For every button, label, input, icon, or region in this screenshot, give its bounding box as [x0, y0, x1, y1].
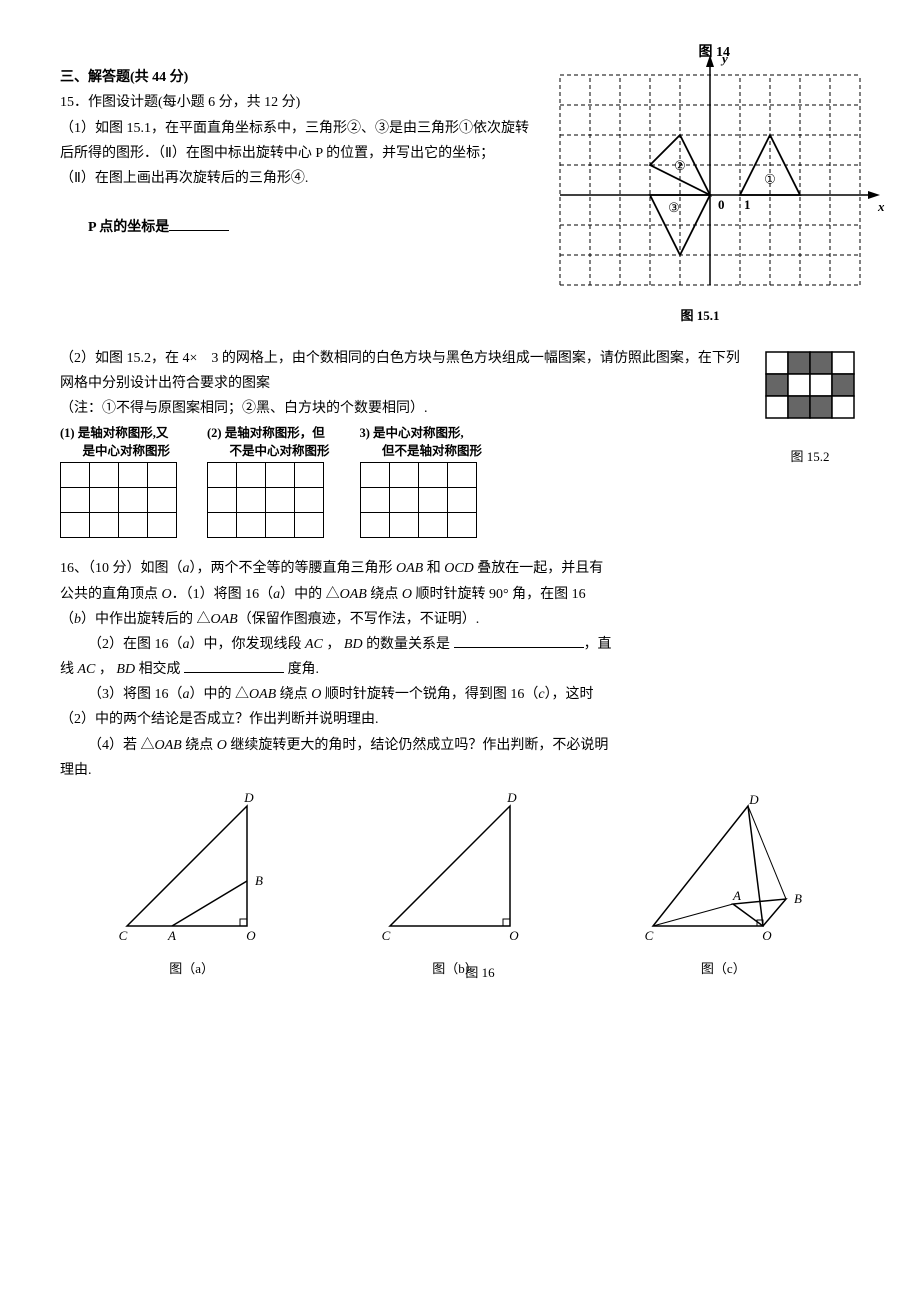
fig15-2-label: 图 15.2	[760, 445, 860, 468]
p-point-label: P 点的坐标是	[88, 220, 169, 235]
q16-line3: （b）中作出旋转后的 △OAB（保留作图痕迹，不写作法，不证明）.	[60, 607, 860, 632]
g3-cap1: 3) 是中心对称图形,	[360, 426, 464, 440]
grid1[interactable]	[60, 462, 177, 538]
svg-text:②: ②	[674, 158, 686, 173]
blank-angle[interactable]	[184, 658, 284, 673]
svg-text:C: C	[382, 928, 391, 943]
svg-text:B: B	[255, 873, 263, 888]
svg-text:y: y	[720, 51, 728, 66]
grid2[interactable]	[207, 462, 324, 538]
svg-text:0: 0	[718, 197, 725, 212]
svg-text:C: C	[118, 928, 127, 943]
grid2-block: (2) 是轴对称图形，但不是中心对称图形	[207, 425, 330, 538]
svg-text:C: C	[645, 928, 654, 943]
svg-text:x: x	[877, 199, 885, 214]
fig15-1-label: 图 15.1	[540, 304, 860, 327]
p-point-blank[interactable]	[169, 216, 229, 231]
svg-text:A: A	[167, 928, 176, 943]
svg-text:1: 1	[744, 197, 751, 212]
svg-text:A: A	[732, 888, 741, 903]
svg-text:①: ①	[764, 172, 776, 187]
grid1-block: (1) 是轴对称图形,又是中心对称图形	[60, 425, 177, 538]
q16-line9: 理由.	[60, 758, 860, 783]
figc-cap: 图（c）	[638, 957, 808, 980]
g2-cap1: (2) 是轴对称图形，但	[207, 426, 325, 440]
q15-p1: （1）如图 15.1，在平面直角坐标系中，三角形②、③是由三角形①依次旋转后所得…	[60, 116, 530, 166]
g3-cap2: 但不是轴对称图形	[360, 444, 483, 458]
pattern-sample: 图 15.2	[760, 346, 860, 469]
q15-p2: （Ⅱ）在图上画出再次旋转后的三角形④.	[60, 166, 530, 191]
q15-header: 15．作图设计题(每小题 6 分，共 12 分)	[60, 90, 530, 115]
q16-line2: 公共的直角顶点 O．（1）将图 16（a）中的 △OAB 绕点 O 顺时针旋转 …	[60, 582, 860, 607]
svg-text:O: O	[763, 928, 773, 943]
g1-cap2: 是中心对称图形	[60, 444, 170, 458]
blank-relation[interactable]	[454, 633, 584, 648]
q16-line6: （3）将图 16（a）中的 △OAB 绕点 O 顺时针旋转一个锐角，得到图 16…	[60, 682, 860, 707]
svg-text:③: ③	[668, 200, 680, 215]
q16-line1: 16、（10 分）如图（a），两个不全等的等腰直角三角形 OAB 和 OCD 叠…	[60, 556, 860, 581]
q15-2-p1: （2）如图 15.2，在 4× 3 的网格上，由个数相同的白色方块与黑色方块组成…	[60, 346, 750, 396]
section3-title: 三、解答题(共 44 分)	[60, 65, 530, 90]
figb-cap: 图（b）	[375, 957, 535, 980]
svg-text:O: O	[509, 928, 519, 943]
figa-cap: 图（a）	[112, 957, 272, 980]
svg-text:D: D	[506, 790, 517, 805]
grid3-block: 3) 是中心对称图形, 但不是轴对称图形	[360, 425, 483, 538]
q16-line5: 线 AC ， BD 相交成 度角.	[60, 657, 860, 682]
q16-line4: （2）在图 16（a）中，你发现线段 AC ， BD 的数量关系是 ，直	[60, 632, 860, 657]
svg-text:B: B	[794, 891, 802, 906]
svg-text:D: D	[243, 790, 254, 805]
q16-line7: （2）中的两个结论是否成立？作出判断并说明理由.	[60, 707, 860, 732]
svg-text:O: O	[246, 928, 256, 943]
g2-cap2: 不是中心对称图形	[207, 444, 330, 458]
triangle-figures: C A O B D 图（a） C O D 图（b） C O D A B 图（c）	[60, 791, 860, 981]
g1-cap1: (1) 是轴对称图形,又	[60, 426, 168, 440]
q16-line8: （4）若 △OAB 绕点 O 继续旋转更大的角时，结论仍然成立吗？作出判断，不必…	[60, 733, 860, 758]
grid3[interactable]	[360, 462, 477, 538]
svg-text:D: D	[749, 792, 760, 807]
coord-plot: xy01①②③ 图 15.1	[540, 65, 860, 328]
q15-2-note: （注：①不得与原图案相同；②黑、白方块的个数要相同）.	[60, 396, 750, 421]
